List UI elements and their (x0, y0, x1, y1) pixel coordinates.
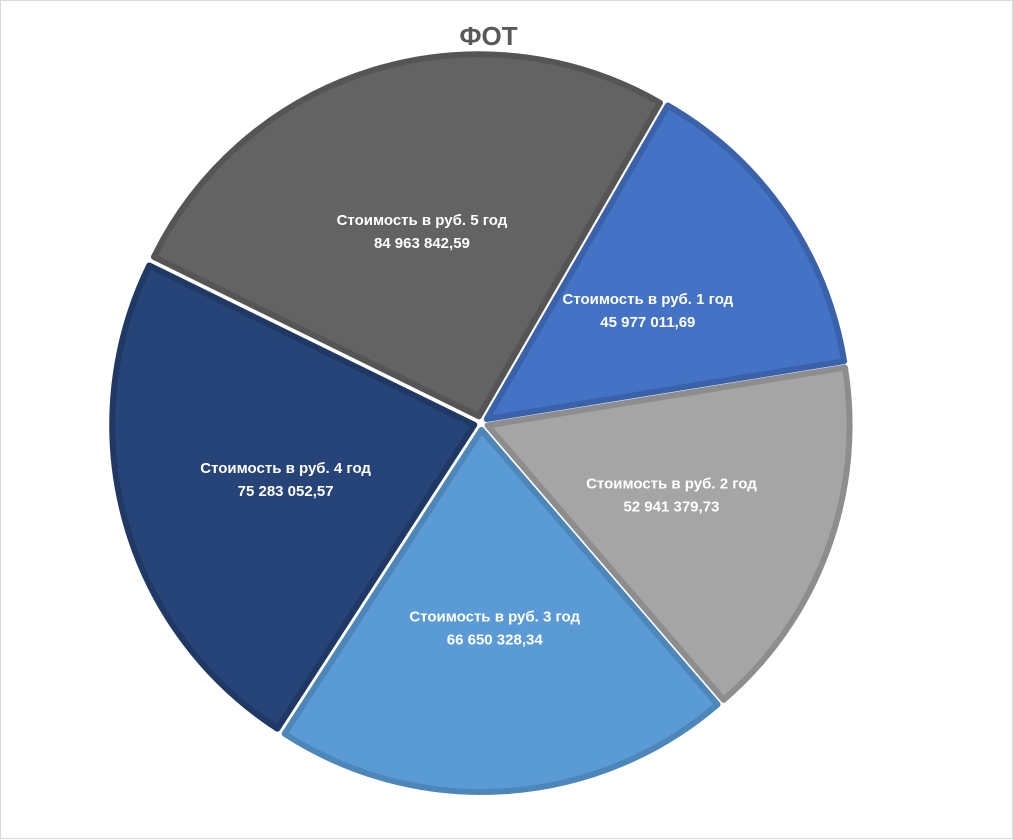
slice-category-label: Стоимость в руб. 3 год (409, 608, 580, 625)
slice-category-label: Стоимость в руб. 2 год (586, 475, 757, 492)
pie-slice-year-1 (483, 102, 848, 423)
slice-category-label: Стоимость в руб. 5 год (337, 212, 508, 229)
pie-slice-year-3 (281, 426, 721, 795)
slice-category-label: Стоимость в руб. 4 год (200, 460, 371, 477)
chart-title: ФОТ (459, 21, 518, 51)
pie-slice-year-5 (150, 51, 663, 420)
pie-slice-year-2 (484, 364, 853, 703)
slice-value-label: 75 283 052,57 (238, 483, 334, 500)
pie-slice-year-4 (109, 262, 478, 732)
slice-value-label: 84 963 842,59 (374, 235, 470, 252)
slice-value-label: 66 650 328,34 (447, 631, 544, 648)
slice-value-label: 52 941 379,73 (623, 498, 719, 515)
slice-value-label: 45 977 011,69 (600, 314, 695, 331)
slice-category-label: Стоимость в руб. 1 год (563, 291, 734, 308)
